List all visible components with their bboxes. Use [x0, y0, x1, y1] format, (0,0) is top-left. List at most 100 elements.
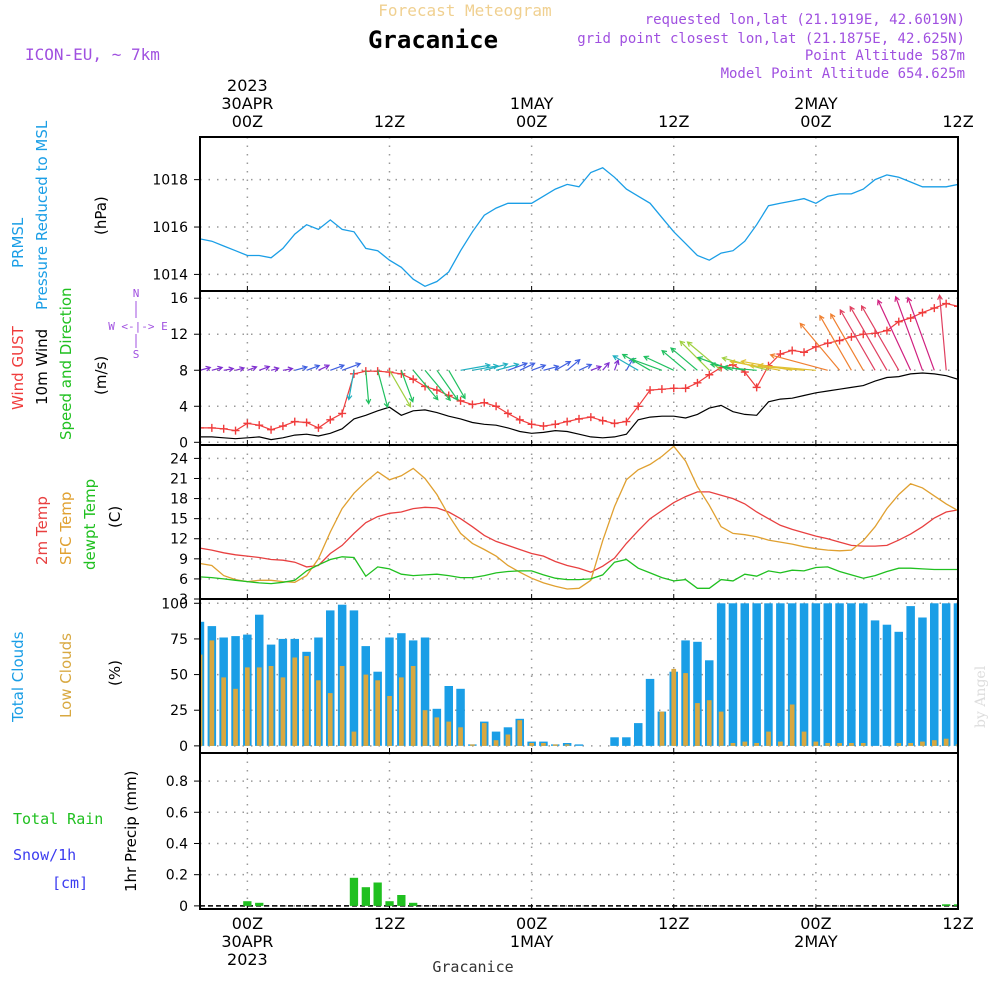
- low-cloud-bar: [742, 741, 748, 746]
- low-cloud-bar: [327, 693, 333, 746]
- y-tick-label: 1016: [152, 220, 188, 236]
- low-cloud-bar: [434, 717, 440, 746]
- wind-gust-marker: [776, 350, 785, 359]
- low-cloud-bar: [541, 743, 546, 746]
- wind-gust-label: Wind GUST: [9, 325, 27, 410]
- wind-direction-arrow: [982, 310, 1000, 370]
- subtitle: Forecast Meteogram: [378, 1, 551, 20]
- wind-direction-arrow: [630, 357, 663, 371]
- total-cloud-bar: [634, 723, 643, 746]
- y-tick-label: 21: [170, 471, 188, 487]
- wind-direction-arrow: [849, 305, 888, 371]
- wind-gust-marker: [705, 370, 714, 379]
- y-tick-label: 25: [170, 703, 188, 719]
- temp-2m-line: [200, 491, 958, 573]
- top-time-label: 30APR: [221, 94, 273, 113]
- model-label: ICON-EU, ~ 7km: [25, 45, 160, 64]
- panel-content: [200, 445, 958, 590]
- total-cloud-bar: [930, 603, 939, 746]
- low-cloud-bar: [446, 721, 452, 746]
- compass-we: W <-|-> E: [108, 320, 168, 333]
- wind-direction-arrow: [200, 365, 212, 372]
- wind-direction-arrow: [448, 369, 466, 400]
- pressure-label-long: Pressure Reduced to MSL: [33, 120, 51, 310]
- low-cloud-bar: [754, 743, 759, 746]
- y-tick-label: 0.4: [166, 836, 188, 852]
- low-cloud-bar: [968, 717, 973, 746]
- wind-gust-marker: [681, 384, 690, 393]
- wind-direction-arrow: [566, 358, 581, 371]
- rain-bar: [397, 895, 406, 906]
- model-altitude: Model Point Altitude 654.625m: [721, 66, 965, 82]
- low-cloud-bar: [399, 677, 404, 746]
- wind-gust-marker: [990, 323, 998, 331]
- low-cloud-bar: [351, 731, 357, 746]
- wind-gust-marker: [563, 417, 572, 426]
- wind-speed-line: [200, 372, 958, 441]
- wind-direction-arrow: [531, 363, 547, 371]
- total-cloud-bar: [918, 617, 927, 746]
- wind-gust-marker: [432, 386, 441, 395]
- wind-direction-arrow: [748, 362, 805, 371]
- top-time-label: 00Z: [232, 112, 263, 131]
- wind-direction-arrow: [377, 370, 390, 409]
- y-tick-label: 15: [170, 512, 188, 528]
- wind-direction-arrow: [270, 366, 280, 373]
- panel-frame: [199, 598, 959, 754]
- gridpoint-coords: grid point closest lon,lat (21.1875E, 42…: [577, 31, 965, 47]
- total-cloud-bar: [420, 637, 430, 746]
- wind-direction-arrow: [412, 369, 439, 401]
- panel-content: [200, 293, 1000, 441]
- total-cloud-bar: [859, 603, 868, 746]
- wind-gust-marker: [219, 424, 228, 433]
- low-cloud-bar: [908, 743, 913, 746]
- top-time-label: 1MAY: [510, 94, 554, 113]
- total-cloud-bar: [610, 737, 619, 746]
- y-tick-label: 3: [179, 592, 188, 608]
- wind-direction-arrow: [769, 353, 828, 371]
- wind-gust-marker: [409, 375, 418, 384]
- wind-direction-arrow: [388, 370, 412, 408]
- bottom-time-label: 2MAY: [794, 932, 838, 951]
- wind-direction-arrow: [554, 360, 572, 371]
- low-cloud-bar: [671, 668, 677, 746]
- panel-0: 1014 1016 1018: [152, 136, 959, 292]
- low-cloud-bar: [706, 700, 712, 746]
- wind-gust-marker: [835, 336, 844, 345]
- wind-compass: N W <-|-> E S: [108, 287, 168, 361]
- wind-gust-marker: [278, 422, 287, 431]
- panel-content: [200, 167, 958, 288]
- wind-direction-arrow: [424, 369, 452, 402]
- wind-gust-marker: [207, 423, 216, 432]
- rain-bar: [953, 904, 958, 906]
- total-cloud-bar: [444, 686, 453, 746]
- panel-3: 0 25 50 75 100: [161, 596, 973, 755]
- bottom-time-label: 30APR: [221, 932, 273, 951]
- total-cloud-bar: [870, 620, 880, 746]
- y-tick-label: 9: [179, 552, 188, 568]
- low-cloud-bar: [778, 741, 783, 746]
- wind-gust-marker: [918, 308, 927, 317]
- low-cloud-bar: [339, 666, 345, 746]
- low-cloud-bar: [849, 743, 854, 746]
- total-cloud-bar: [491, 731, 501, 746]
- low-cloud-bar: [363, 674, 369, 746]
- wind-gust-marker: [468, 400, 477, 409]
- wind-gust-marker: [527, 420, 536, 429]
- top-time-label: 00Z: [800, 112, 831, 131]
- y-tick-label: 18: [170, 492, 188, 508]
- wind-gust-marker: [942, 299, 951, 308]
- bottom-time-label: 00Z: [516, 914, 547, 933]
- wind-direction-arrow: [282, 366, 294, 373]
- y-tick-label: 6: [179, 572, 188, 588]
- clouds-unit: (%): [106, 660, 124, 686]
- y-tick-label: 16: [170, 291, 188, 307]
- temp-2m-label: 2m Temp: [33, 496, 51, 565]
- top-time-label: 2023: [227, 76, 268, 95]
- total-cloud-bar: [787, 603, 797, 746]
- snow-label: Snow/1h: [13, 846, 76, 864]
- wind-direction-arrow: [247, 365, 258, 372]
- low-cloud-bar: [860, 743, 866, 746]
